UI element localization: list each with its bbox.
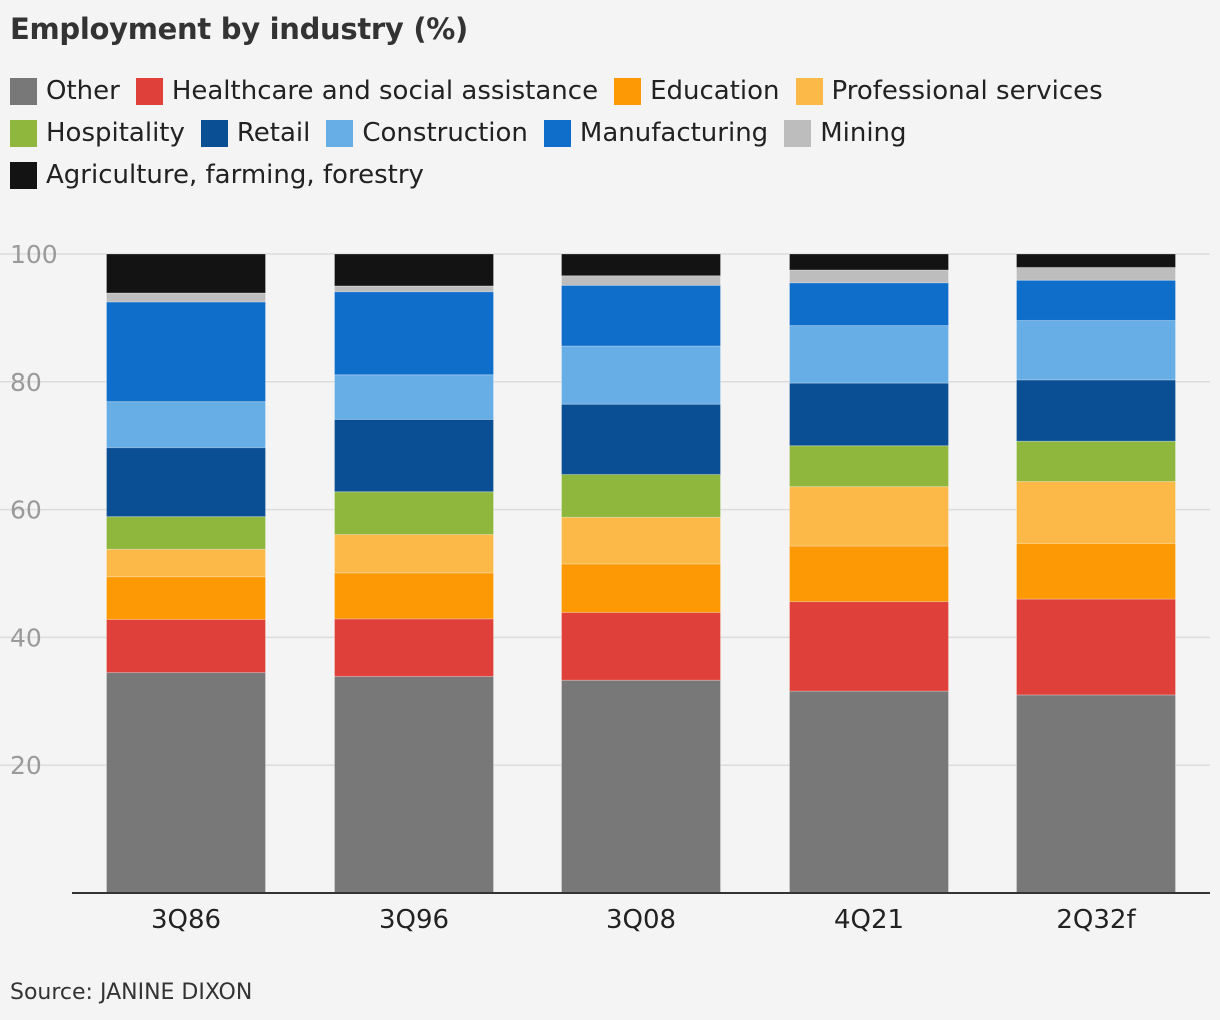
legend-swatch — [795, 77, 823, 105]
bar-segment-agriculture-farming-forestry — [106, 253, 266, 294]
legend-swatch — [10, 119, 37, 147]
legend-swatch — [543, 119, 571, 147]
bar-segment-construction — [334, 374, 494, 421]
bar-segment-manufacturing — [334, 291, 494, 376]
legend-label: Education — [650, 76, 780, 106]
bar-stack-3q96 — [334, 253, 494, 894]
bar-segment-construction — [1016, 319, 1176, 381]
legend-label: Agriculture, farming, forestry — [46, 160, 424, 190]
bar-segment-retail — [789, 382, 949, 447]
bar-segment-agriculture-farming-forestry — [561, 253, 721, 277]
legend-item-manufacturing: Manufacturing — [543, 112, 769, 154]
bar-segment-other — [561, 679, 721, 894]
bar-stack-2q32f — [1016, 253, 1176, 894]
legend-item-professional-services: Professional services — [795, 70, 1103, 112]
bar-segment-healthcare-and-social-assistance — [561, 611, 721, 681]
x-tick-label: 3Q96 — [379, 905, 449, 935]
bar-segment-professional-services — [789, 486, 949, 547]
legend-item-healthcare-and-social-assistance: Healthcare and social assistance — [135, 70, 599, 112]
bar-segment-other — [106, 672, 266, 894]
bar-segment-mining — [561, 275, 721, 286]
bar-segment-professional-services — [1016, 480, 1176, 544]
bar-segment-agriculture-farming-forestry — [789, 253, 949, 271]
y-tick-label: 20 — [10, 751, 42, 780]
bar-segment-professional-services — [334, 534, 494, 574]
y-tick-label: 60 — [10, 496, 42, 525]
bar-segment-manufacturing — [561, 284, 721, 347]
bar-stack-3q08 — [561, 253, 721, 894]
bar-segment-retail — [106, 447, 266, 518]
y-tick-label: 100 — [10, 240, 58, 269]
bar-segment-healthcare-and-social-assistance — [334, 618, 494, 677]
legend-item-retail: Retail — [200, 112, 311, 154]
x-tick-label: 2Q32f — [1056, 905, 1136, 935]
bar-segment-mining — [789, 269, 949, 284]
bar-segment-manufacturing — [1016, 279, 1176, 321]
bar-segment-education — [1016, 542, 1176, 600]
legend-label: Hospitality — [46, 118, 185, 148]
bar-segment-agriculture-farming-forestry — [1016, 253, 1176, 268]
legend-swatch — [784, 119, 812, 147]
bar-segment-professional-services — [561, 516, 721, 565]
bar-segment-construction — [106, 401, 266, 449]
legend-label: Construction — [362, 118, 528, 148]
bar-segment-manufacturing — [106, 301, 266, 403]
source-note: Source: JANINE DIXON — [10, 980, 253, 1005]
x-tick-label: 3Q86 — [151, 905, 221, 935]
bar-stack-3q86 — [106, 253, 266, 894]
legend-swatch — [10, 161, 37, 189]
bar-segment-healthcare-and-social-assistance — [789, 601, 949, 692]
bar-segment-construction — [561, 345, 721, 405]
legend-label: Manufacturing — [579, 118, 769, 148]
bar-segment-mining — [334, 285, 494, 293]
legend-swatch — [200, 119, 228, 147]
bar-segment-other — [334, 675, 494, 894]
y-tick-label: 80 — [10, 368, 42, 397]
bar-segment-hospitality — [561, 473, 721, 518]
stacked-bar-chart: 20 40 60 80 100 3Q86 3Q96 3Q08 4Q21 2Q32f — [0, 240, 1210, 935]
bar-segment-hospitality — [334, 491, 494, 536]
legend-label: Professional services — [831, 76, 1103, 106]
bar-segment-healthcare-and-social-assistance — [1016, 598, 1176, 696]
legend-label: Retail — [236, 118, 311, 148]
legend-swatch — [326, 119, 354, 147]
bar-stack-4q21 — [789, 253, 949, 894]
bar-segment-mining — [106, 292, 266, 303]
x-tick-label: 3Q08 — [606, 905, 676, 935]
y-tick-label: 40 — [10, 623, 42, 652]
legend-item-construction: Construction — [326, 112, 528, 154]
bar-segment-education — [106, 576, 266, 621]
legend-item-mining: Mining — [784, 112, 907, 154]
bar-segment-construction — [789, 325, 949, 384]
bar-segment-professional-services — [106, 548, 266, 578]
legend-swatch — [135, 77, 163, 105]
chart-title: Employment by industry (%) — [10, 12, 468, 46]
legend-label: Mining — [820, 118, 907, 148]
legend-item-other: Other — [10, 70, 120, 112]
bar-segment-retail — [334, 419, 494, 493]
bar-segment-healthcare-and-social-assistance — [106, 619, 266, 674]
bar-segment-other — [1016, 694, 1176, 894]
bar-segment-hospitality — [106, 516, 266, 550]
legend-swatch — [10, 77, 37, 105]
bar-segment-retail — [1016, 379, 1176, 442]
chart-legend: Other Healthcare and social assistance Edu… — [10, 70, 1190, 196]
legend-label: Other — [46, 76, 120, 106]
bar-segment-other — [789, 690, 949, 894]
bar-segment-mining — [1016, 266, 1176, 281]
legend-item-agriculture-farming-forestry: Agriculture, farming, forestry — [10, 154, 424, 196]
bar-segment-education — [334, 572, 494, 620]
bar-segment-hospitality — [1016, 440, 1176, 482]
bar-segment-retail — [561, 403, 721, 475]
bar-segment-hospitality — [789, 445, 949, 488]
bar-segment-education — [789, 545, 949, 603]
legend-item-education: Education — [614, 70, 780, 112]
bar-segment-manufacturing — [789, 282, 949, 327]
legend-swatch — [614, 77, 642, 105]
legend-item-hospitality: Hospitality — [10, 112, 185, 154]
bar-segment-education — [561, 563, 721, 613]
bar-segment-agriculture-farming-forestry — [334, 253, 494, 287]
legend-label: Healthcare and social assistance — [171, 76, 599, 106]
x-tick-label: 4Q21 — [834, 905, 904, 935]
